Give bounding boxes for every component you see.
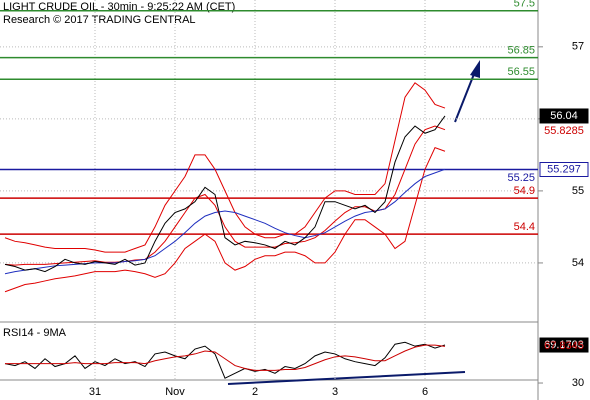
y-tick-label: 54	[572, 257, 584, 269]
value-box	[539, 108, 589, 124]
series-line	[4, 115, 446, 273]
panel-title: RSI14 - 9MA	[3, 327, 67, 339]
value-label: 67.8345	[544, 340, 584, 352]
value-box	[539, 162, 589, 178]
value-label: 55.297	[547, 163, 581, 175]
chart-title: LIGHT CRUDE OIL - 30min - 9:25:22 AM (CE…	[3, 1, 235, 13]
series-line	[4, 82, 446, 253]
series-line	[4, 147, 446, 293]
x-tick-label: 31	[89, 386, 101, 398]
level-label: 55.25	[507, 172, 535, 184]
y-tick-label: 55	[572, 185, 584, 197]
x-tick-label: 6	[422, 386, 428, 398]
level-label: 54.4	[514, 221, 535, 233]
level-label: 56.55	[507, 66, 535, 78]
level-label: 56.85	[507, 45, 535, 57]
value-label: 55.8285	[544, 125, 584, 137]
y-tick-label: 30	[572, 377, 584, 389]
x-tick-label: Nov	[165, 386, 185, 398]
forecast-arrow	[454, 73, 475, 123]
level-label: 57.5	[514, 0, 535, 10]
value-label: 56.04	[550, 110, 578, 122]
series-line	[4, 341, 446, 379]
chart-subtitle: Research © 2017 TRADING CENTRAL	[3, 14, 196, 26]
level-label: 54.9	[514, 185, 535, 197]
y-tick-label: 57	[572, 41, 584, 53]
series-line	[5, 344, 446, 371]
arrow-head	[470, 60, 480, 78]
trend-line	[227, 371, 466, 385]
x-tick-label: 3	[332, 386, 338, 398]
x-tick-label: 2	[252, 386, 258, 398]
value-label: 69.1703	[544, 339, 584, 351]
series-line	[4, 168, 446, 275]
value-box	[539, 337, 589, 353]
